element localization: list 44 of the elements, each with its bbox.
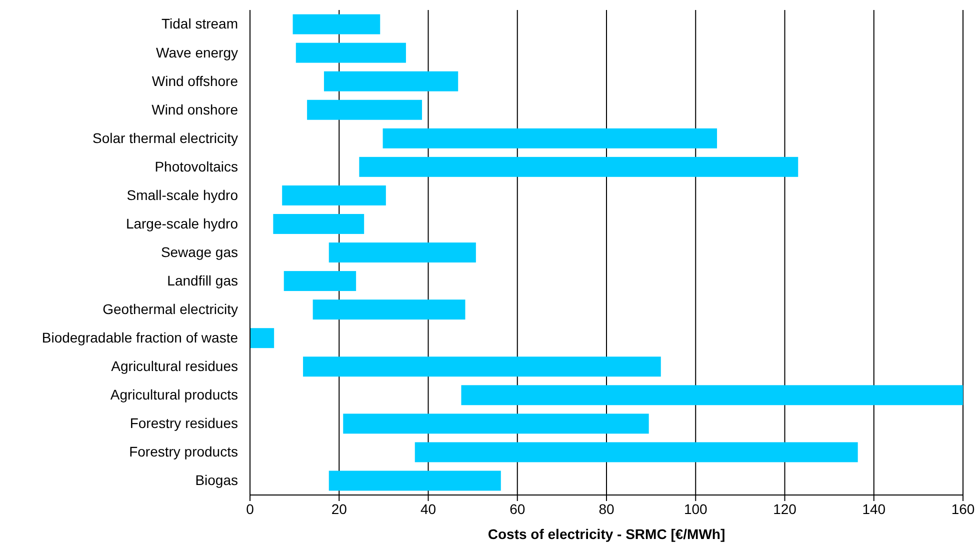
bar — [414, 442, 858, 462]
bar — [284, 271, 356, 292]
y-tick-label: Biogas — [195, 472, 238, 488]
x-tick-label: 80 — [598, 500, 614, 517]
x-tick-label: 40 — [420, 500, 436, 517]
y-tick-label: Forestry residues — [130, 415, 238, 432]
bar — [292, 14, 380, 34]
y-tick-label: Geothermal electricity — [102, 301, 238, 318]
x-tick-label: 140 — [862, 500, 886, 517]
bar — [307, 100, 422, 120]
bar — [461, 385, 963, 406]
y-tick-label: Wave energy — [156, 44, 238, 60]
bar — [328, 242, 476, 262]
y-tick-label: Photovoltaics — [154, 158, 238, 174]
bar — [324, 71, 458, 92]
bar — [303, 356, 661, 377]
y-tick-label: Agricultural residues — [111, 358, 238, 374]
x-tick-label: 100 — [684, 500, 708, 517]
y-tick-label: Sewage gas — [160, 244, 238, 260]
y-tick-label: Forestry products — [129, 444, 238, 460]
bar — [328, 470, 501, 491]
y-tick-label: Wind onshore — [152, 101, 238, 118]
bar — [312, 300, 466, 320]
y-tick-label: Biodegradable fraction of waste — [42, 330, 238, 346]
y-tick-label: Wind offshore — [152, 72, 238, 89]
y-tick-label: Small-scale hydro — [126, 186, 238, 203]
y-tick-label: Large-scale hydro — [126, 215, 238, 232]
y-tick-label: Agricultural products — [110, 386, 238, 403]
x-tick-label: 60 — [510, 500, 526, 517]
x-tick-label: 20 — [331, 500, 348, 517]
bar — [296, 42, 406, 63]
bar — [250, 328, 274, 348]
bar — [382, 128, 718, 148]
y-tick-label: Tidal stream — [161, 16, 238, 32]
x-axis-title: Costs of electricity - SRMC [€/MWh] — [488, 526, 726, 542]
bar — [282, 185, 386, 206]
bar — [359, 156, 798, 177]
y-tick-label: Landfill gas — [167, 272, 238, 289]
x-tick-label: 160 — [951, 500, 975, 517]
x-tick-label: 0 — [246, 500, 254, 517]
bar — [343, 414, 649, 434]
x-tick-label: 120 — [773, 500, 797, 517]
y-tick-label: Solar thermal electricity — [92, 130, 238, 146]
bar — [273, 214, 364, 234]
